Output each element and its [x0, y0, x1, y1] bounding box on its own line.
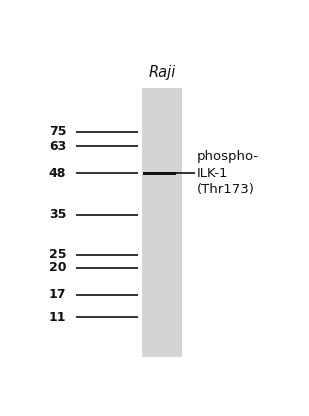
Text: ILK-1: ILK-1 [197, 167, 228, 180]
Text: 75: 75 [49, 125, 66, 138]
Text: 17: 17 [49, 288, 66, 302]
Bar [143, 172, 176, 175]
Text: 25: 25 [49, 248, 66, 261]
Bar [142, 88, 182, 357]
Text: 11: 11 [49, 311, 66, 324]
Text: 63: 63 [49, 139, 66, 153]
Text: phospho-: phospho- [197, 150, 259, 163]
Text: 35: 35 [49, 208, 66, 221]
Text: 20: 20 [49, 261, 66, 274]
Text: (Thr173): (Thr173) [197, 183, 255, 196]
Text: Raji: Raji [148, 65, 176, 80]
Text: 48: 48 [49, 167, 66, 180]
